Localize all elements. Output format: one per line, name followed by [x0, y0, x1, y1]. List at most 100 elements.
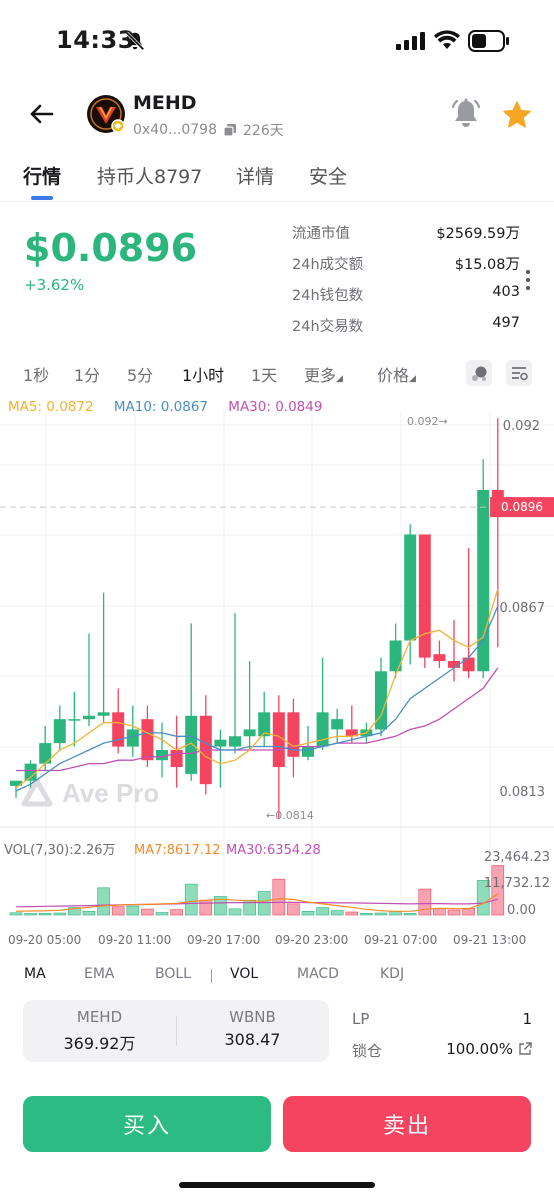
- dropdown-caret-icon: ◢: [336, 374, 343, 384]
- pool-token-b: WBNB 308.47: [176, 1008, 329, 1049]
- indicator-separator: [211, 969, 212, 983]
- candle-body: [331, 719, 344, 730]
- candle-body: [404, 534, 417, 641]
- candle-body: [375, 671, 387, 730]
- interval-more-dropdown[interactable]: 更多◢: [304, 362, 343, 386]
- indicator-vol[interactable]: VOL: [230, 966, 259, 982]
- interval-1d[interactable]: 1天: [251, 366, 278, 385]
- candle-body: [258, 712, 271, 737]
- indicator-boll[interactable]: BOLL: [155, 966, 191, 982]
- candle-body: [24, 763, 37, 781]
- external-link-icon[interactable]: [518, 1042, 532, 1056]
- tab-details[interactable]: 详情: [236, 166, 275, 188]
- low-marker: ←0.0814: [266, 809, 314, 822]
- price-change: +3.62%: [24, 276, 85, 294]
- back-arrow-icon[interactable]: [28, 100, 56, 128]
- interval-selector: 1秒 1分 5分 1小时 1天 更多◢ 价格◢: [0, 360, 554, 388]
- candle-body: [302, 746, 314, 757]
- volume-bar: [360, 912, 373, 916]
- volume-bar: [111, 906, 125, 916]
- price-tick-label: 0.0813: [500, 785, 546, 800]
- candle-body: [477, 489, 490, 672]
- candle-body: [345, 729, 358, 737]
- interval-5m[interactable]: 5分: [127, 366, 154, 385]
- stat-row: 流通市值 $2569.59万: [292, 222, 520, 253]
- token-age: 226天: [243, 123, 284, 139]
- price-tick-label: 0.092: [503, 419, 540, 434]
- lock-row[interactable]: 锁仓 100.00%: [352, 1040, 532, 1070]
- bell-off-icon: [125, 31, 145, 51]
- candle-body: [126, 729, 139, 747]
- stat-value: $2569.59万: [436, 226, 520, 242]
- candle-body: [229, 736, 241, 747]
- volume-bar: [330, 910, 344, 916]
- indicator-kdj[interactable]: KDJ: [380, 966, 405, 982]
- volume-bar: [403, 912, 417, 916]
- ma30-line: [16, 667, 499, 772]
- indicator-macd[interactable]: MACD: [297, 966, 339, 982]
- volume-bar: [155, 912, 169, 916]
- volume-bar: [476, 880, 490, 916]
- volume-bar: [97, 887, 110, 916]
- candle-body: [156, 749, 168, 761]
- ma-legend: MA5: 0.0872 MA10: 0.0867 MA30: 0.0849: [8, 399, 338, 415]
- time-tick-label: 09-20 23:00: [275, 933, 348, 947]
- time-tick-label: 09-20 17:00: [187, 933, 260, 947]
- token-header: MEHD 0x40...0798 226天: [0, 86, 554, 146]
- lp-info: LP 1 锁仓 100.00%: [352, 1010, 532, 1070]
- volume-bar: [301, 910, 315, 916]
- indicator-ema[interactable]: EMA: [84, 966, 115, 982]
- volume-bar: [272, 878, 286, 916]
- wifi-icon: [434, 30, 460, 49]
- volume-bar: [126, 905, 140, 916]
- battery-icon: [468, 30, 509, 52]
- stat-value: $15.08万: [454, 257, 520, 273]
- drawing-tools-icon[interactable]: [466, 360, 492, 386]
- price-alert-bell-icon[interactable]: [451, 98, 481, 130]
- interval-1s[interactable]: 1秒: [23, 366, 50, 385]
- dropdown-caret-icon: ◢: [409, 374, 416, 384]
- volume-bar: [53, 912, 67, 916]
- price-chart[interactable]: Ave Pro 0.092 0.0867 0.0813 0.0896 0.092…: [0, 410, 554, 950]
- sell-button[interactable]: 卖出: [283, 1096, 531, 1152]
- volume-bars: [9, 865, 505, 916]
- interval-1m[interactable]: 1分: [74, 366, 101, 385]
- volume-bar: [433, 908, 446, 916]
- tab-market[interactable]: 行情: [23, 166, 62, 188]
- candle-body: [389, 640, 402, 672]
- favorite-star-icon[interactable]: [502, 100, 532, 130]
- token-name: MEHD: [133, 92, 197, 114]
- tab-holders[interactable]: 持币人8797: [97, 166, 203, 188]
- more-options-icon[interactable]: [524, 268, 532, 292]
- volume-bar: [214, 896, 227, 916]
- candle-body: [39, 743, 52, 764]
- volume-ma7-line: [15, 893, 499, 912]
- candle-body: [418, 534, 431, 658]
- volume-bar: [257, 891, 271, 916]
- chart-settings-icon[interactable]: [506, 360, 532, 386]
- candle-body: [316, 712, 329, 747]
- watermark-text: Ave Pro: [62, 778, 159, 808]
- volume-ma7: MA7:8617.12: [134, 843, 221, 858]
- watermark: Ave Pro: [21, 778, 159, 808]
- volume-bar: [345, 911, 359, 916]
- price-type-dropdown[interactable]: 价格◢: [377, 362, 416, 386]
- indicator-ma[interactable]: MA: [24, 966, 46, 982]
- token-logo-icon: [87, 95, 125, 133]
- interval-1h[interactable]: 1小时: [182, 366, 225, 385]
- token-address: 0x40...0798: [133, 122, 217, 138]
- volume-bar: [374, 912, 388, 916]
- interval-more-label: 更多: [304, 366, 337, 385]
- time-tick-label: 09-20 05:00: [8, 933, 81, 947]
- stat-value: 497: [492, 315, 520, 331]
- tab-security[interactable]: 安全: [309, 166, 348, 188]
- pool-token-amount: 308.47: [224, 1030, 281, 1049]
- volume-bar: [9, 912, 23, 916]
- lock-value: 100.00%: [446, 1040, 513, 1058]
- buy-button[interactable]: 买入: [23, 1096, 271, 1152]
- copy-icon[interactable]: [223, 123, 237, 137]
- active-tab-indicator: [31, 196, 53, 200]
- candle-body: [53, 719, 66, 744]
- volume-bar: [24, 913, 37, 916]
- home-indicator: [179, 1182, 375, 1188]
